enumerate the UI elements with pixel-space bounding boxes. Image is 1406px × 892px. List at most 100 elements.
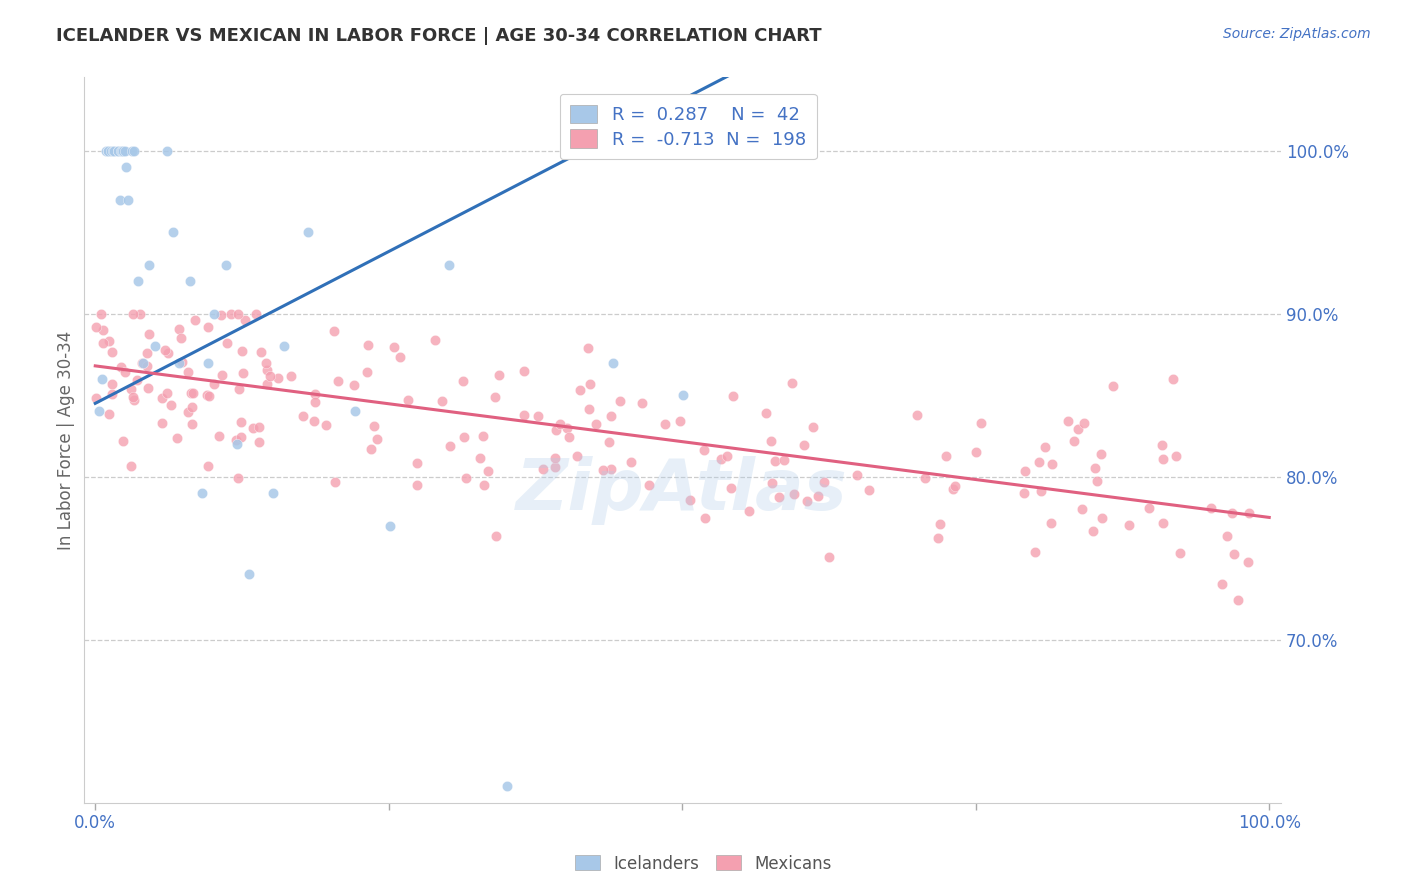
Point — [225, 433, 247, 447]
Point — [138, 326, 160, 341]
Point — [112, 434, 135, 448]
Point — [942, 483, 965, 497]
Point — [430, 393, 453, 408]
Point — [135, 359, 157, 373]
Point — [928, 517, 950, 532]
Point — [315, 418, 337, 433]
Point — [569, 384, 592, 398]
Point — [1227, 593, 1250, 607]
Point — [117, 193, 139, 207]
Point — [720, 482, 742, 496]
Point — [150, 416, 173, 430]
Point — [304, 387, 326, 401]
Point — [231, 344, 253, 359]
Point — [181, 400, 204, 414]
Point — [1081, 524, 1104, 538]
Point — [101, 387, 124, 401]
Point — [558, 430, 581, 444]
Point — [101, 144, 124, 158]
Point — [1211, 577, 1233, 591]
Point — [247, 419, 270, 434]
Point — [167, 356, 190, 370]
Point — [198, 389, 221, 403]
Point — [914, 471, 936, 485]
Point — [233, 313, 256, 327]
Point — [378, 518, 401, 533]
Point — [485, 529, 508, 543]
Point — [176, 405, 198, 419]
Point — [86, 391, 108, 405]
Point — [382, 340, 405, 354]
Point — [1014, 486, 1036, 500]
Point — [191, 486, 214, 500]
Point — [1067, 422, 1090, 436]
Point — [143, 339, 166, 353]
Point — [215, 335, 238, 350]
Text: ICELANDER VS MEXICAN IN LABOR FORCE | AGE 30-34 CORRELATION CHART: ICELANDER VS MEXICAN IN LABOR FORCE | AG… — [56, 27, 823, 45]
Point — [86, 320, 108, 334]
Point — [1199, 501, 1222, 516]
Point — [363, 419, 385, 434]
Point — [208, 428, 231, 442]
Text: ZipAtlas: ZipAtlas — [516, 457, 848, 525]
Legend: Icelanders, Mexicans: Icelanders, Mexicans — [568, 848, 838, 880]
Point — [1102, 379, 1125, 393]
Point — [172, 355, 194, 369]
Point — [125, 373, 148, 387]
Point — [247, 434, 270, 449]
Point — [256, 376, 278, 391]
Point — [1152, 516, 1174, 530]
Point — [672, 388, 695, 402]
Point — [468, 451, 491, 466]
Point — [693, 510, 716, 524]
Point — [472, 478, 495, 492]
Point — [97, 144, 120, 158]
Point — [254, 356, 277, 370]
Point — [592, 463, 614, 477]
Point — [128, 307, 150, 321]
Point — [131, 356, 153, 370]
Point — [1039, 516, 1062, 530]
Point — [304, 395, 326, 409]
Point — [150, 391, 173, 405]
Point — [1236, 555, 1258, 569]
Point — [197, 320, 219, 334]
Point — [360, 442, 382, 456]
Point — [620, 455, 643, 469]
Point — [1033, 440, 1056, 454]
Point — [783, 487, 806, 501]
Point — [1087, 474, 1109, 488]
Point — [544, 451, 567, 466]
Point — [488, 368, 510, 383]
Point — [366, 432, 388, 446]
Point — [112, 144, 135, 158]
Point — [202, 307, 225, 321]
Point — [232, 366, 254, 380]
Point — [602, 356, 624, 370]
Point — [107, 144, 129, 158]
Point — [1042, 457, 1064, 471]
Point — [97, 334, 120, 349]
Point — [101, 345, 124, 359]
Point — [156, 385, 179, 400]
Point — [456, 471, 478, 485]
Point — [132, 356, 155, 370]
Point — [761, 434, 783, 448]
Point — [813, 475, 835, 490]
Point — [513, 409, 536, 423]
Point — [114, 364, 136, 378]
Point — [228, 307, 250, 321]
Point — [180, 385, 202, 400]
Point — [858, 483, 880, 497]
Point — [818, 550, 841, 565]
Point — [472, 429, 495, 443]
Point — [166, 431, 188, 445]
Point — [425, 333, 447, 347]
Point — [280, 368, 302, 383]
Point — [716, 449, 738, 463]
Point — [202, 376, 225, 391]
Point — [98, 407, 121, 421]
Point — [437, 258, 460, 272]
Point — [100, 377, 122, 392]
Point — [721, 389, 744, 403]
